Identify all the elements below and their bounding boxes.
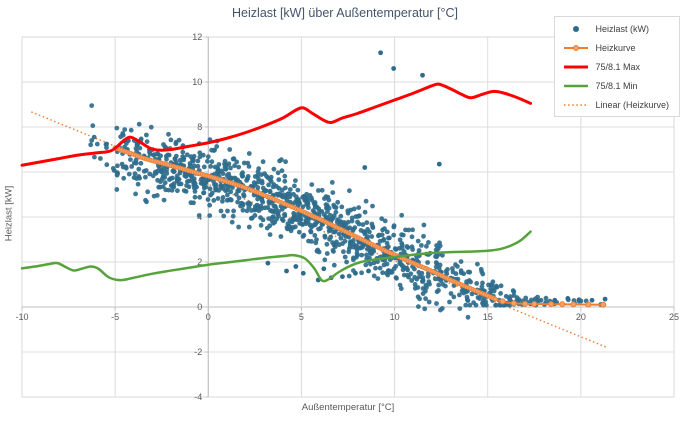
- svg-text:0: 0: [206, 312, 211, 322]
- y-axis-title: Heizlast [kW]: [3, 185, 15, 242]
- svg-text:2: 2: [197, 257, 202, 267]
- svg-text:20: 20: [576, 312, 586, 322]
- legend-label: Heizkurve: [595, 42, 636, 53]
- legend-item-75-8-1-max: 75/8.1 Max: [563, 60, 669, 73]
- legend-swatch-icon: [564, 84, 589, 87]
- max-line-series: [20, 82, 533, 167]
- svg-text:10: 10: [192, 77, 202, 87]
- legend-label: Heizlast (kW): [595, 23, 649, 34]
- svg-text:10: 10: [390, 312, 400, 322]
- svg-text:-10: -10: [15, 312, 28, 322]
- svg-text:25: 25: [669, 312, 679, 322]
- svg-text:15: 15: [483, 312, 493, 322]
- legend-swatch-icon: [573, 25, 580, 32]
- chart-title: Heizlast [kW] über Außentemperatur [°C]: [232, 6, 458, 20]
- legend-label: Linear (Heizkurve): [595, 99, 669, 110]
- svg-text:5: 5: [299, 312, 304, 322]
- svg-text:-4: -4: [194, 392, 202, 402]
- legend-swatch-icon: [564, 44, 589, 51]
- x-tick-labels: -10 -5 0 5 10 15 20 25: [15, 312, 679, 322]
- svg-text:12: 12: [192, 32, 202, 42]
- legend-swatch-icon: [564, 103, 589, 106]
- legend-label: 75/8.1 Min: [595, 80, 638, 91]
- legend-item-linear-heizkurve: Linear (Heizkurve): [563, 98, 669, 111]
- svg-text:-2: -2: [194, 347, 202, 357]
- legend-item-heizlast-kw: Heizlast (kW): [563, 22, 669, 35]
- svg-text:-5: -5: [111, 312, 119, 322]
- legend-item-heizkurve: Heizkurve: [563, 41, 669, 54]
- heizkurve-series: [112, 145, 607, 308]
- x-axis-title: Außentemperatur [°C]: [301, 402, 395, 413]
- svg-text:0: 0: [197, 302, 202, 312]
- legend-swatch-icon: [564, 65, 589, 68]
- svg-text:8: 8: [197, 122, 202, 132]
- min-line-series: [20, 230, 532, 283]
- legend: Heizlast (kW) Heizkurve 75/8.1 Max 75/8.1 M…: [554, 16, 680, 117]
- legend-item-75-8-1-min: 75/8.1 Min: [563, 79, 669, 92]
- scatter-series: [88, 50, 608, 320]
- legend-label: 75/8.1 Max: [595, 61, 640, 72]
